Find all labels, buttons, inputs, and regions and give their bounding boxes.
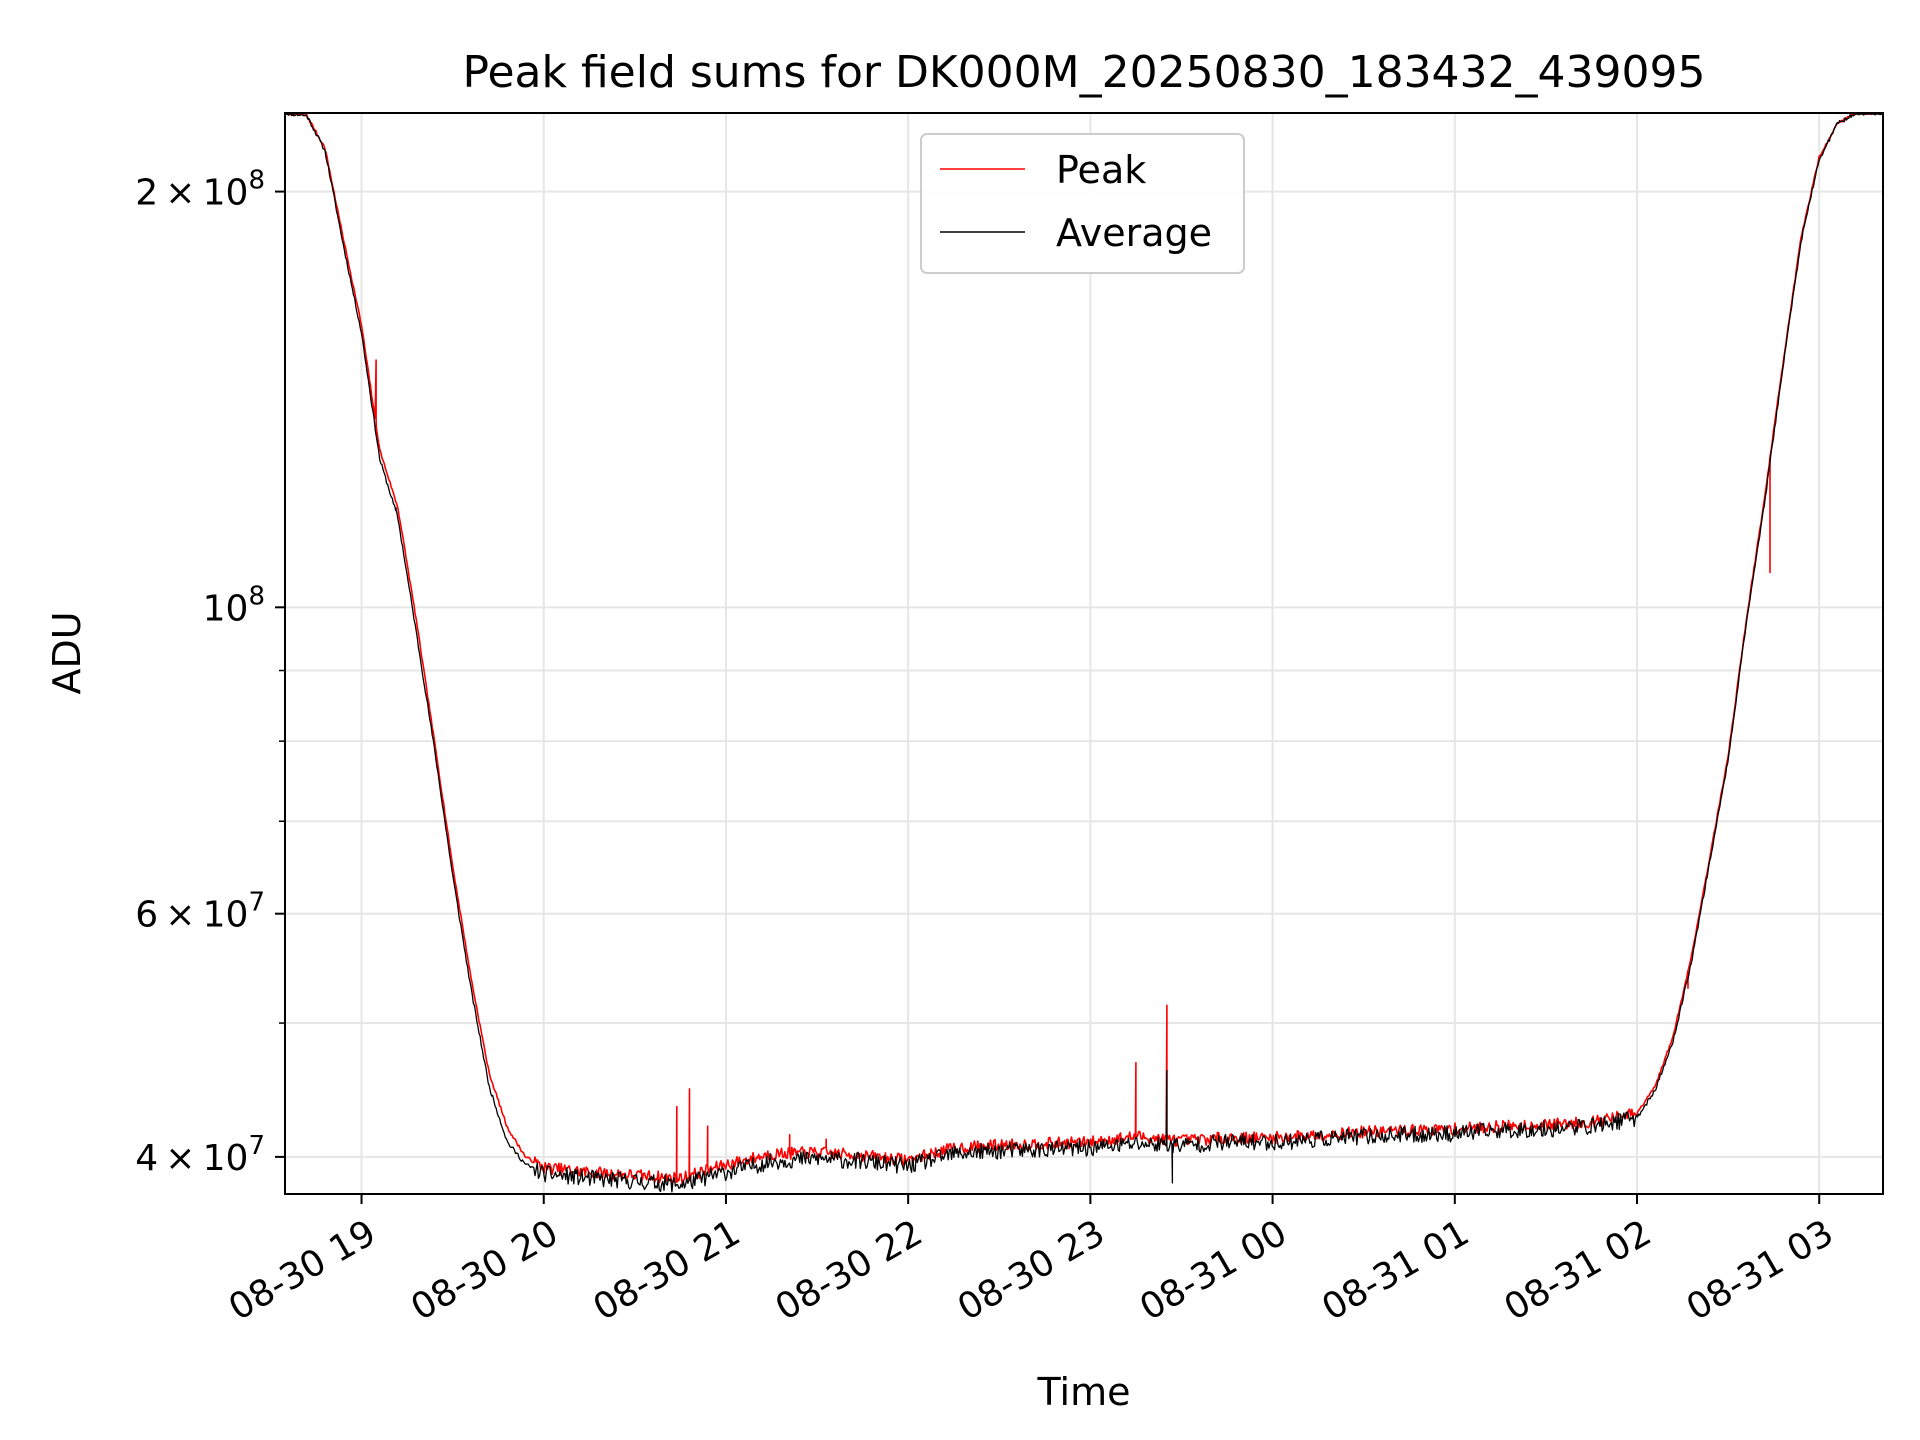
y-tick-label: 4 × 107 — [135, 1131, 265, 1179]
series-line-average — [285, 113, 1884, 1193]
series-line-peak — [285, 113, 1883, 1185]
plot-frame — [284, 112, 1884, 1195]
legend: Peak Average — [920, 133, 1245, 274]
grid — [285, 113, 1883, 1194]
legend-label-peak: Peak — [1056, 148, 1146, 192]
series-layer — [285, 113, 1884, 1193]
legend-label-average: Average — [1056, 211, 1212, 255]
x-axis-label: Time — [1037, 1370, 1131, 1414]
y-tick-label: 2 × 108 — [135, 166, 265, 214]
y-tick-label: 6 × 107 — [135, 888, 265, 936]
chart-title: Peak field sums for DK000M_20250830_1834… — [462, 47, 1705, 98]
y-axis-label: ADU — [45, 611, 89, 694]
y-tick-label: 108 — [203, 581, 265, 629]
